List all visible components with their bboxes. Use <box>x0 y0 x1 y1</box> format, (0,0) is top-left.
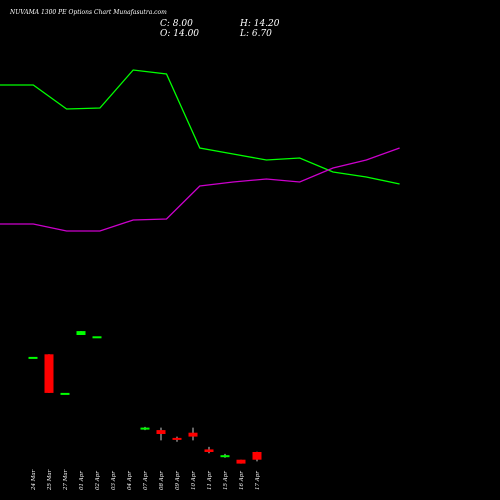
x-tick-label: 16 Apr <box>239 471 245 490</box>
low-value: L: 6.70 <box>240 29 272 39</box>
candle-body <box>204 449 214 452</box>
x-tick-label: 08 Apr <box>159 471 165 490</box>
candle-body <box>156 430 166 434</box>
x-tick-label: 09 Apr <box>175 471 181 490</box>
candle-body <box>92 336 102 339</box>
candle-body <box>44 354 54 393</box>
candle-body <box>172 437 182 440</box>
candle-body <box>140 427 150 430</box>
overlay-line-1 <box>0 69 400 185</box>
candle-body <box>60 392 70 395</box>
x-tick-label: 02 Apr <box>95 471 101 490</box>
open-value: O: 14.00 <box>160 29 200 39</box>
candle-body <box>28 356 38 359</box>
x-tick-label: 10 Apr <box>191 471 197 490</box>
x-tick-label: 25 Mar <box>47 469 53 491</box>
overlay-line-2 <box>0 147 400 232</box>
candle-body <box>252 452 262 460</box>
x-tick-label: 03 Apr <box>111 471 117 490</box>
candle-body <box>76 331 86 335</box>
chart-title: NUVAMA 1300 PE Options Chart Munafasutra… <box>10 9 167 16</box>
x-tick-label: 17 Apr <box>255 471 261 490</box>
x-tick-label: 24 Mar <box>31 469 37 491</box>
x-tick-label: 04 Apr <box>127 471 133 490</box>
x-tick-label: 27 Mar <box>63 469 69 491</box>
candle-body <box>236 459 246 464</box>
x-tick-label: 15 Apr <box>223 471 229 490</box>
x-tick-label: 01 Apr <box>79 471 85 490</box>
close-value: C: 8.00 <box>160 19 193 29</box>
x-tick-label: 11 Apr <box>207 471 213 490</box>
x-tick-label: 07 Apr <box>143 471 149 490</box>
candle-body <box>220 455 230 458</box>
high-value: H: 14.20 <box>240 19 280 29</box>
candle-body <box>188 432 198 437</box>
